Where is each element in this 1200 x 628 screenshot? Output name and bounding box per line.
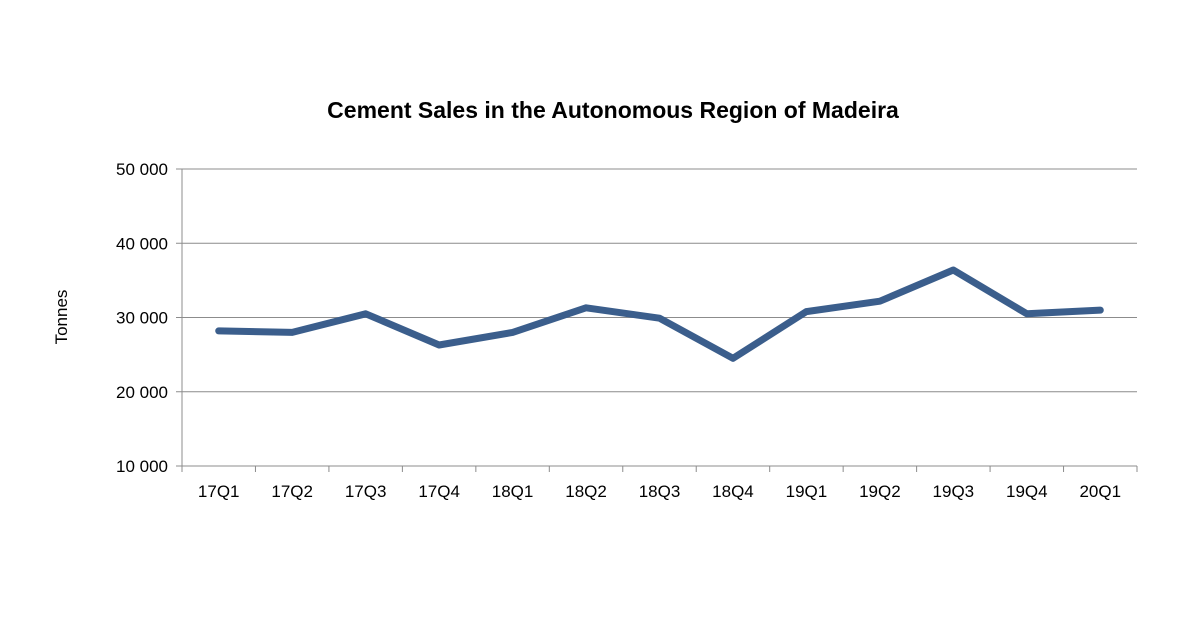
x-tick-label: 18Q1 — [492, 482, 534, 501]
data-point — [512, 331, 514, 333]
gridlines — [182, 168, 1137, 393]
data-point — [879, 300, 881, 302]
x-tick-label: 18Q4 — [712, 482, 754, 501]
y-axis-label: Tonnes — [52, 290, 71, 345]
data-point — [732, 357, 734, 359]
x-tick-label: 17Q1 — [198, 482, 240, 501]
x-tick-label: 20Q1 — [1079, 482, 1121, 501]
data-point — [805, 311, 807, 313]
data-point — [438, 344, 440, 346]
x-tick-label: 18Q3 — [639, 482, 681, 501]
x-tick-label: 17Q2 — [271, 482, 313, 501]
data-point — [952, 269, 954, 271]
y-tick-label: 20 000 — [116, 383, 168, 402]
data-point — [659, 317, 660, 319]
y-tick-label: 10 000 — [116, 457, 168, 476]
axes — [176, 168, 1138, 472]
chart-title: Cement Sales in the Autonomous Region of… — [327, 97, 899, 123]
x-tick-label: 19Q3 — [933, 482, 975, 501]
series-layer — [215, 266, 1104, 362]
series-line — [215, 266, 1104, 362]
x-tick-label: 18Q2 — [565, 482, 607, 501]
data-point — [1026, 313, 1028, 315]
y-tick-label: 50 000 — [116, 160, 168, 179]
data-point — [291, 331, 293, 333]
x-tick-label: 19Q2 — [859, 482, 901, 501]
x-tick-labels: 17Q1 17Q2 17Q3 17Q4 18Q1 18Q2 18Q3 18Q4 19Q1 19Q2… — [198, 482, 1121, 501]
x-tick-label: 17Q3 — [345, 482, 387, 501]
data-point — [585, 307, 587, 309]
y-tick-label: 30 000 — [116, 309, 168, 328]
data-point — [1099, 309, 1101, 311]
x-tick-label: 19Q4 — [1006, 482, 1048, 501]
x-tick-label: 19Q1 — [786, 482, 828, 501]
x-tick-label: 17Q4 — [418, 482, 460, 501]
y-tick-label: 40 000 — [116, 234, 168, 253]
data-point — [218, 330, 220, 332]
y-tick-labels: 10 000 20 000 30 000 40 000 50 000 — [116, 160, 168, 476]
data-point — [365, 313, 367, 315]
